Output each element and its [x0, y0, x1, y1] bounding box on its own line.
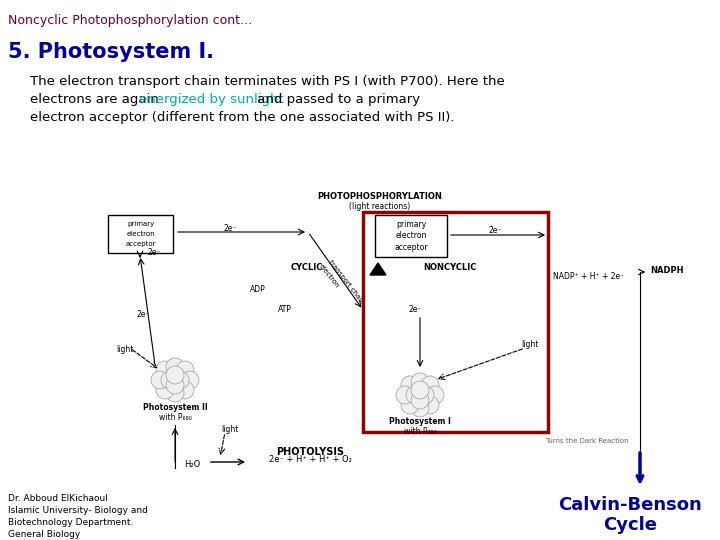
Circle shape: [401, 396, 419, 414]
Circle shape: [411, 381, 429, 399]
Text: Dr. Abboud ElKichaoul: Dr. Abboud ElKichaoul: [8, 494, 108, 503]
Text: electron acceptor (different from the one associated with PS II).: electron acceptor (different from the on…: [30, 111, 454, 124]
Circle shape: [166, 366, 184, 384]
Text: Calvin-Benson: Calvin-Benson: [558, 496, 702, 514]
Bar: [100, 185, 660, 480]
Text: energized by sunlight: energized by sunlight: [139, 93, 284, 106]
Bar: [108, 215, 173, 253]
Text: primary: primary: [127, 221, 154, 227]
Text: NADPH: NADPH: [650, 266, 683, 275]
Text: Biotechnology Department.: Biotechnology Department.: [8, 518, 133, 527]
Text: General Biology: General Biology: [8, 530, 80, 539]
Text: H₂O: H₂O: [184, 460, 200, 469]
Text: PHOTOLYSIS: PHOTOLYSIS: [276, 447, 344, 457]
Circle shape: [176, 381, 194, 399]
Text: electrons are again: electrons are again: [30, 93, 163, 106]
Text: 5. Photosystem I.: 5. Photosystem I.: [8, 42, 214, 62]
Text: The electron transport chain terminates with PS I (with P700). Here the: The electron transport chain terminates …: [30, 75, 505, 88]
Text: acceptor: acceptor: [395, 243, 428, 252]
Circle shape: [421, 396, 439, 414]
Circle shape: [176, 361, 194, 379]
Text: with P₆₈₀: with P₆₈₀: [158, 413, 192, 422]
Circle shape: [401, 376, 419, 394]
Text: Cycle: Cycle: [603, 516, 657, 534]
Text: Noncyclic Photophosphorylation cont…: Noncyclic Photophosphorylation cont…: [8, 14, 253, 27]
Text: PHOTOPHOSPHORYLATION: PHOTOPHOSPHORYLATION: [318, 192, 442, 201]
Circle shape: [156, 381, 174, 399]
Text: electron: electron: [126, 231, 155, 237]
Text: primary: primary: [396, 220, 426, 229]
Circle shape: [161, 371, 179, 389]
Text: Photosystem II: Photosystem II: [143, 403, 207, 412]
Text: 2e⁻: 2e⁻: [408, 305, 422, 314]
Circle shape: [416, 386, 434, 404]
Circle shape: [411, 399, 429, 417]
Text: 2e⁻: 2e⁻: [223, 224, 237, 233]
Text: 2e⁻: 2e⁻: [136, 310, 150, 319]
Text: electron: electron: [318, 263, 341, 289]
Text: CYCLIC: CYCLIC: [291, 263, 323, 272]
Text: acceptor: acceptor: [125, 241, 156, 247]
Text: ADP: ADP: [250, 285, 266, 294]
Circle shape: [166, 384, 184, 402]
Circle shape: [411, 391, 429, 409]
Text: NONCYCLIC: NONCYCLIC: [423, 263, 477, 272]
Circle shape: [426, 386, 444, 404]
Text: NADP⁺ + H⁺ + 2e⁻: NADP⁺ + H⁺ + 2e⁻: [553, 272, 624, 281]
Text: electron: electron: [395, 231, 427, 240]
Text: light: light: [117, 345, 134, 354]
Text: and passed to a primary: and passed to a primary: [253, 93, 420, 106]
Polygon shape: [370, 263, 386, 275]
Text: ATP: ATP: [278, 305, 292, 314]
Circle shape: [166, 376, 184, 394]
Circle shape: [171, 371, 189, 389]
Text: 2e⁻: 2e⁻: [148, 248, 161, 257]
Circle shape: [181, 371, 199, 389]
Text: Islamic University- Biology and: Islamic University- Biology and: [8, 506, 148, 515]
Text: light: light: [521, 340, 539, 349]
Bar: [375, 215, 447, 257]
Text: transport chain: transport chain: [326, 257, 365, 305]
Circle shape: [156, 361, 174, 379]
Text: (light reactions): (light reactions): [349, 202, 410, 211]
Circle shape: [166, 358, 184, 376]
Circle shape: [396, 386, 414, 404]
Bar: [363, 212, 548, 432]
Text: Turns the Dark Reaction: Turns the Dark Reaction: [545, 438, 629, 444]
Text: with P₇₀₀: with P₇₀₀: [404, 427, 436, 436]
Text: 2e⁻ + H⁺ + H⁺ + O₂: 2e⁻ + H⁺ + H⁺ + O₂: [269, 455, 351, 464]
Text: Photosystem I: Photosystem I: [389, 417, 451, 426]
Circle shape: [151, 371, 169, 389]
Circle shape: [406, 386, 424, 404]
Circle shape: [411, 373, 429, 391]
Text: 2e⁻: 2e⁻: [488, 226, 502, 235]
Circle shape: [421, 376, 439, 394]
Text: light: light: [221, 425, 239, 434]
